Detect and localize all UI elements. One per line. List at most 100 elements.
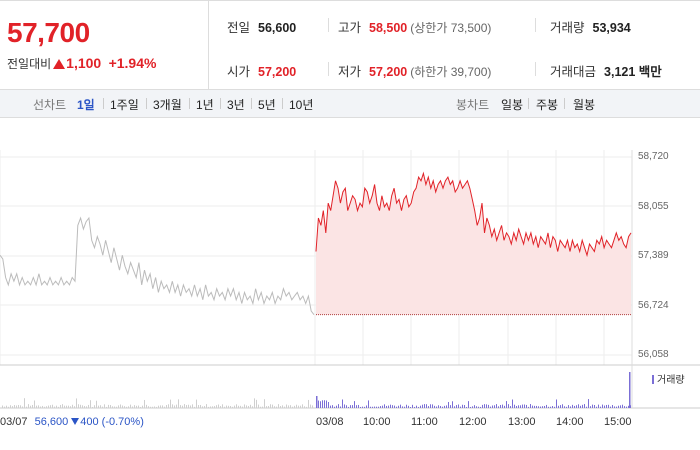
volume-bar	[96, 400, 97, 408]
volume-bar	[228, 405, 229, 408]
stat-value: 3,121 백만	[604, 65, 662, 79]
volume-bar	[132, 406, 133, 408]
volume-swatch	[652, 375, 654, 384]
volume-bar	[190, 405, 191, 408]
volume-bar	[576, 405, 577, 408]
volume-bar	[246, 405, 247, 408]
volume-bar	[160, 405, 161, 408]
volume-bar	[560, 405, 561, 408]
volume-bar	[474, 405, 475, 408]
candle-daily[interactable]: 일봉	[501, 98, 524, 112]
volume-bar	[70, 406, 71, 408]
y-tick-label: 58,055	[638, 201, 669, 212]
stat-value: 56,600	[258, 21, 297, 35]
volume-bar	[618, 405, 619, 408]
volume-bar	[364, 406, 365, 408]
volume-bar	[248, 405, 249, 408]
volume-bar	[320, 401, 321, 408]
volume-bar	[526, 404, 527, 408]
stats-panel: 전일 56,600 고가 58,500 (상한가 73,500) 거래량 53,934 …	[210, 1, 700, 90]
down-triangle-icon	[71, 418, 80, 425]
volume-bar	[324, 400, 325, 408]
volume-bar	[402, 406, 403, 408]
prev-day-close: 56,600	[34, 416, 69, 428]
volume-bar	[536, 405, 537, 408]
volume-bar	[528, 406, 529, 408]
volume-bar	[162, 405, 163, 408]
volume-bar	[252, 406, 253, 408]
volume-bar	[558, 405, 559, 408]
volume-bar	[192, 404, 193, 408]
volume-bar	[256, 399, 257, 408]
volume-bar	[398, 405, 399, 408]
volume-bar	[260, 406, 261, 408]
volume-bar	[380, 406, 381, 408]
volume-bar	[86, 406, 87, 408]
x-tick-label: 15:00	[604, 416, 632, 428]
volume-bar	[108, 404, 109, 408]
volume-bar	[214, 406, 215, 408]
period-3m[interactable]: 3개월	[153, 98, 182, 112]
volume-bar	[454, 406, 455, 408]
volume-bar	[422, 404, 423, 408]
volume-bar	[602, 404, 603, 408]
volume-bar	[54, 406, 55, 408]
volume-bar	[296, 404, 297, 408]
volume-bar	[292, 406, 293, 408]
volume-bar	[280, 405, 281, 408]
period-3y[interactable]: 3년	[227, 98, 245, 112]
volume-bar	[408, 405, 409, 408]
volume-bar	[458, 404, 459, 408]
volume-bar	[182, 405, 183, 408]
volume-bar	[524, 404, 525, 408]
volume-bar	[414, 406, 415, 408]
volume-bar	[130, 404, 131, 408]
volume-bar	[128, 406, 129, 408]
volume-bar	[98, 405, 99, 408]
volume-bar	[430, 404, 431, 408]
volume-bar	[588, 399, 589, 408]
volume-bar	[202, 406, 203, 408]
volume-bar	[384, 404, 385, 408]
period-1d[interactable]: 1일	[77, 98, 95, 112]
volume-bar	[136, 405, 137, 408]
volume-bar	[582, 404, 583, 408]
volume-bar	[92, 406, 93, 408]
up-triangle-icon	[53, 59, 66, 69]
volume-bar	[470, 406, 471, 408]
candle-monthly[interactable]: 월봉	[573, 98, 596, 112]
volume-bar	[462, 404, 463, 408]
volume-bar	[518, 405, 519, 408]
volume-bar	[46, 406, 47, 408]
volume-bar	[554, 406, 555, 408]
volume-bar	[206, 404, 207, 408]
volume-bar	[510, 406, 511, 408]
volume-bar	[498, 406, 499, 408]
period-10y[interactable]: 10년	[289, 98, 314, 112]
period-1w[interactable]: 1주일	[110, 98, 139, 112]
volume-bar	[596, 406, 597, 408]
volume-bar	[154, 406, 155, 408]
volume-bar	[140, 406, 141, 408]
volume-bar	[222, 404, 223, 408]
volume-bar	[210, 406, 211, 408]
stat-label: 전일	[227, 21, 251, 35]
period-5y[interactable]: 5년	[258, 98, 276, 112]
volume-bar	[146, 404, 147, 408]
volume-bar	[112, 406, 113, 408]
candle-weekly[interactable]: 주봉	[536, 98, 559, 112]
volume-bar	[612, 404, 613, 408]
volume-bar	[10, 405, 11, 408]
stat-label: 거래대금	[550, 65, 597, 79]
volume-bar	[4, 406, 5, 408]
stat-value: 57,200	[369, 65, 408, 79]
volume-bar	[62, 404, 63, 408]
stat-value: 53,934	[592, 21, 631, 35]
volume-bar	[262, 406, 263, 408]
volume-bar	[344, 404, 345, 408]
volume-bar	[594, 405, 595, 408]
volume-bar	[286, 404, 287, 408]
volume-bar	[32, 404, 33, 408]
volume-bar	[456, 405, 457, 408]
period-1y[interactable]: 1년	[196, 98, 214, 112]
